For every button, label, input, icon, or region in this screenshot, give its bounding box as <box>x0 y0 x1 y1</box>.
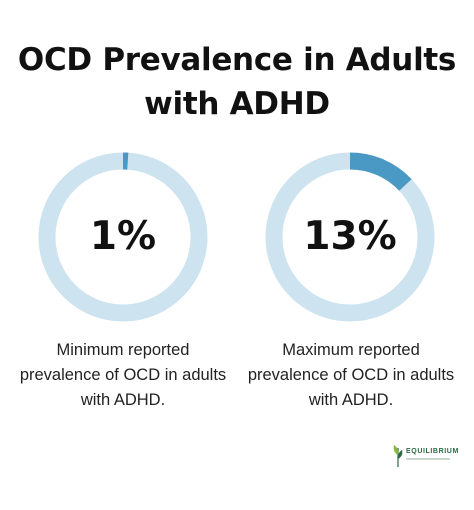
donut-svg-maximum <box>265 152 435 322</box>
brand-logo-text: EQUILIBRIUM <box>406 448 459 455</box>
chart-title-line-2: with ADHD <box>144 86 330 122</box>
caption-minimum: Minimum reported prevalence of OCD in ad… <box>19 341 227 409</box>
donut-chart-minimum: 1% <box>38 152 208 322</box>
brand-logo-underline <box>406 458 450 460</box>
donut-value-minimum: 1% <box>89 214 157 259</box>
caption-maximum: Maximum reported prevalence of OCD in ad… <box>247 341 455 409</box>
brand-logo: EQUILIBRIUM <box>392 440 458 470</box>
donut-svg-minimum <box>38 152 208 322</box>
leaf-icon <box>393 445 403 467</box>
donut-chart-maximum: 13% <box>265 152 435 322</box>
donut-value-maximum: 13% <box>303 214 397 259</box>
chart-title: OCD Prevalence in Adults with ADHD <box>0 38 474 126</box>
chart-title-line-1: OCD Prevalence in Adults <box>17 42 457 78</box>
donut-slice-maximum <box>349 152 412 192</box>
